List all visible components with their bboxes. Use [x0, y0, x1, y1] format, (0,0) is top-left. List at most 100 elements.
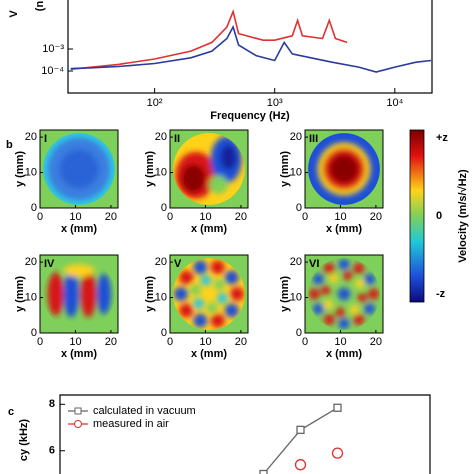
y-tick-label: 10⁻³ — [42, 43, 64, 55]
blob — [308, 288, 320, 300]
y-tick-label: 10 — [25, 166, 37, 178]
y-tick-label: 10 — [155, 166, 167, 178]
blob — [80, 270, 97, 318]
colorbar — [409, 129, 425, 303]
y-tick-label: 6 — [49, 445, 55, 457]
blob — [364, 303, 376, 315]
x-tick-label: 20 — [105, 211, 117, 223]
map-frame — [304, 254, 384, 334]
y-axis-unit: (n — [34, 1, 46, 12]
series-group — [70, 9, 432, 73]
map-frame — [169, 254, 249, 334]
y-tick-label: 10 — [155, 291, 167, 303]
blob — [335, 307, 345, 318]
blob — [353, 262, 365, 274]
pattern-blobs — [173, 260, 245, 328]
y-axis-label: y (mm) — [144, 276, 156, 312]
y-axis-label: y (mm) — [279, 151, 291, 187]
blob — [63, 264, 95, 277]
y-tick-label: 0 — [31, 327, 37, 339]
y-tick-label: 0 — [296, 327, 302, 339]
mode-pattern — [308, 133, 380, 205]
y-tick-label: 20 — [25, 131, 37, 143]
x-tick-label: 20 — [235, 336, 247, 348]
colorbar-tick-label: +z — [436, 132, 448, 144]
pattern-blobs — [317, 142, 371, 196]
blob — [368, 288, 380, 300]
blob — [364, 273, 376, 285]
blob — [210, 260, 225, 275]
mode-label: II — [174, 133, 180, 145]
x-axis-label: x (mm) — [61, 223, 97, 235]
line-series — [263, 407, 338, 474]
pattern-blobs — [175, 136, 242, 199]
blob — [323, 299, 334, 310]
y-tick-label: 10 — [25, 291, 37, 303]
x-tick-label: 20 — [105, 336, 117, 348]
blob — [179, 270, 194, 285]
marker — [259, 469, 268, 474]
map-frame — [169, 129, 249, 209]
x-tick-label: 10³ — [267, 97, 283, 109]
blob — [337, 287, 351, 301]
x-axis-label: x (mm) — [191, 223, 227, 235]
x-tick-label: 0 — [37, 211, 43, 223]
plot-frame — [67, 0, 433, 94]
x-axis-label: Frequency (Hz) — [210, 110, 290, 122]
mode-label: I — [44, 133, 47, 145]
blob — [357, 293, 368, 303]
blob — [190, 284, 202, 296]
marker — [294, 459, 307, 471]
x-tick-label: 10 — [69, 211, 81, 223]
series-group — [259, 403, 344, 474]
blob — [96, 273, 111, 315]
y-tick-label: 20 — [25, 256, 37, 268]
mode-label: IV — [44, 258, 55, 270]
blob — [209, 175, 228, 194]
y-axis-label: y (mm) — [14, 151, 26, 187]
y-axis-label: cy (kHz) — [18, 419, 30, 462]
x-tick-label: 10 — [334, 336, 346, 348]
x-tick-label: 10 — [69, 336, 81, 348]
y-axis-label: V — [8, 10, 20, 18]
blob — [343, 270, 353, 281]
x-tick-label: 10 — [199, 336, 211, 348]
y-tick-label: 10 — [290, 166, 302, 178]
x-tick-label: 10⁴ — [386, 97, 403, 109]
plot-frame — [59, 394, 431, 474]
blob — [210, 313, 225, 328]
blob — [323, 314, 335, 326]
pattern-blobs — [47, 137, 111, 201]
panel-label: c — [8, 406, 14, 418]
x-tick-label: 0 — [167, 211, 173, 223]
y-tick-label: 10⁻⁴ — [41, 65, 64, 77]
mode-pattern — [43, 258, 115, 330]
blob — [329, 154, 359, 184]
mode-pattern — [173, 133, 245, 205]
x-tick-label: 20 — [235, 211, 247, 223]
x-tick-label: 0 — [302, 211, 308, 223]
marker — [331, 447, 344, 459]
line-series — [70, 24, 432, 73]
blob — [320, 285, 331, 295]
blob — [63, 270, 79, 318]
mode-label: III — [309, 133, 318, 145]
blob — [181, 164, 206, 193]
x-tick-label: 10 — [199, 211, 211, 223]
pattern-blobs — [47, 264, 111, 318]
mode-pattern — [173, 258, 245, 330]
y-tick-label: 8 — [49, 398, 55, 410]
panel-label: b — [6, 139, 13, 151]
map-frame — [39, 129, 119, 209]
colorbar-label: Velocity (m/s/√Hz) — [457, 169, 469, 263]
x-axis-label: x (mm) — [191, 348, 227, 360]
y-tick-label: 0 — [161, 202, 167, 214]
x-axis-label: x (mm) — [326, 348, 362, 360]
blob — [338, 318, 350, 330]
marker — [333, 403, 342, 412]
legend-marker — [74, 407, 82, 415]
y-tick-label: 20 — [290, 131, 302, 143]
x-axis-label: x (mm) — [326, 223, 362, 235]
blob — [354, 278, 365, 289]
marker — [296, 425, 305, 435]
